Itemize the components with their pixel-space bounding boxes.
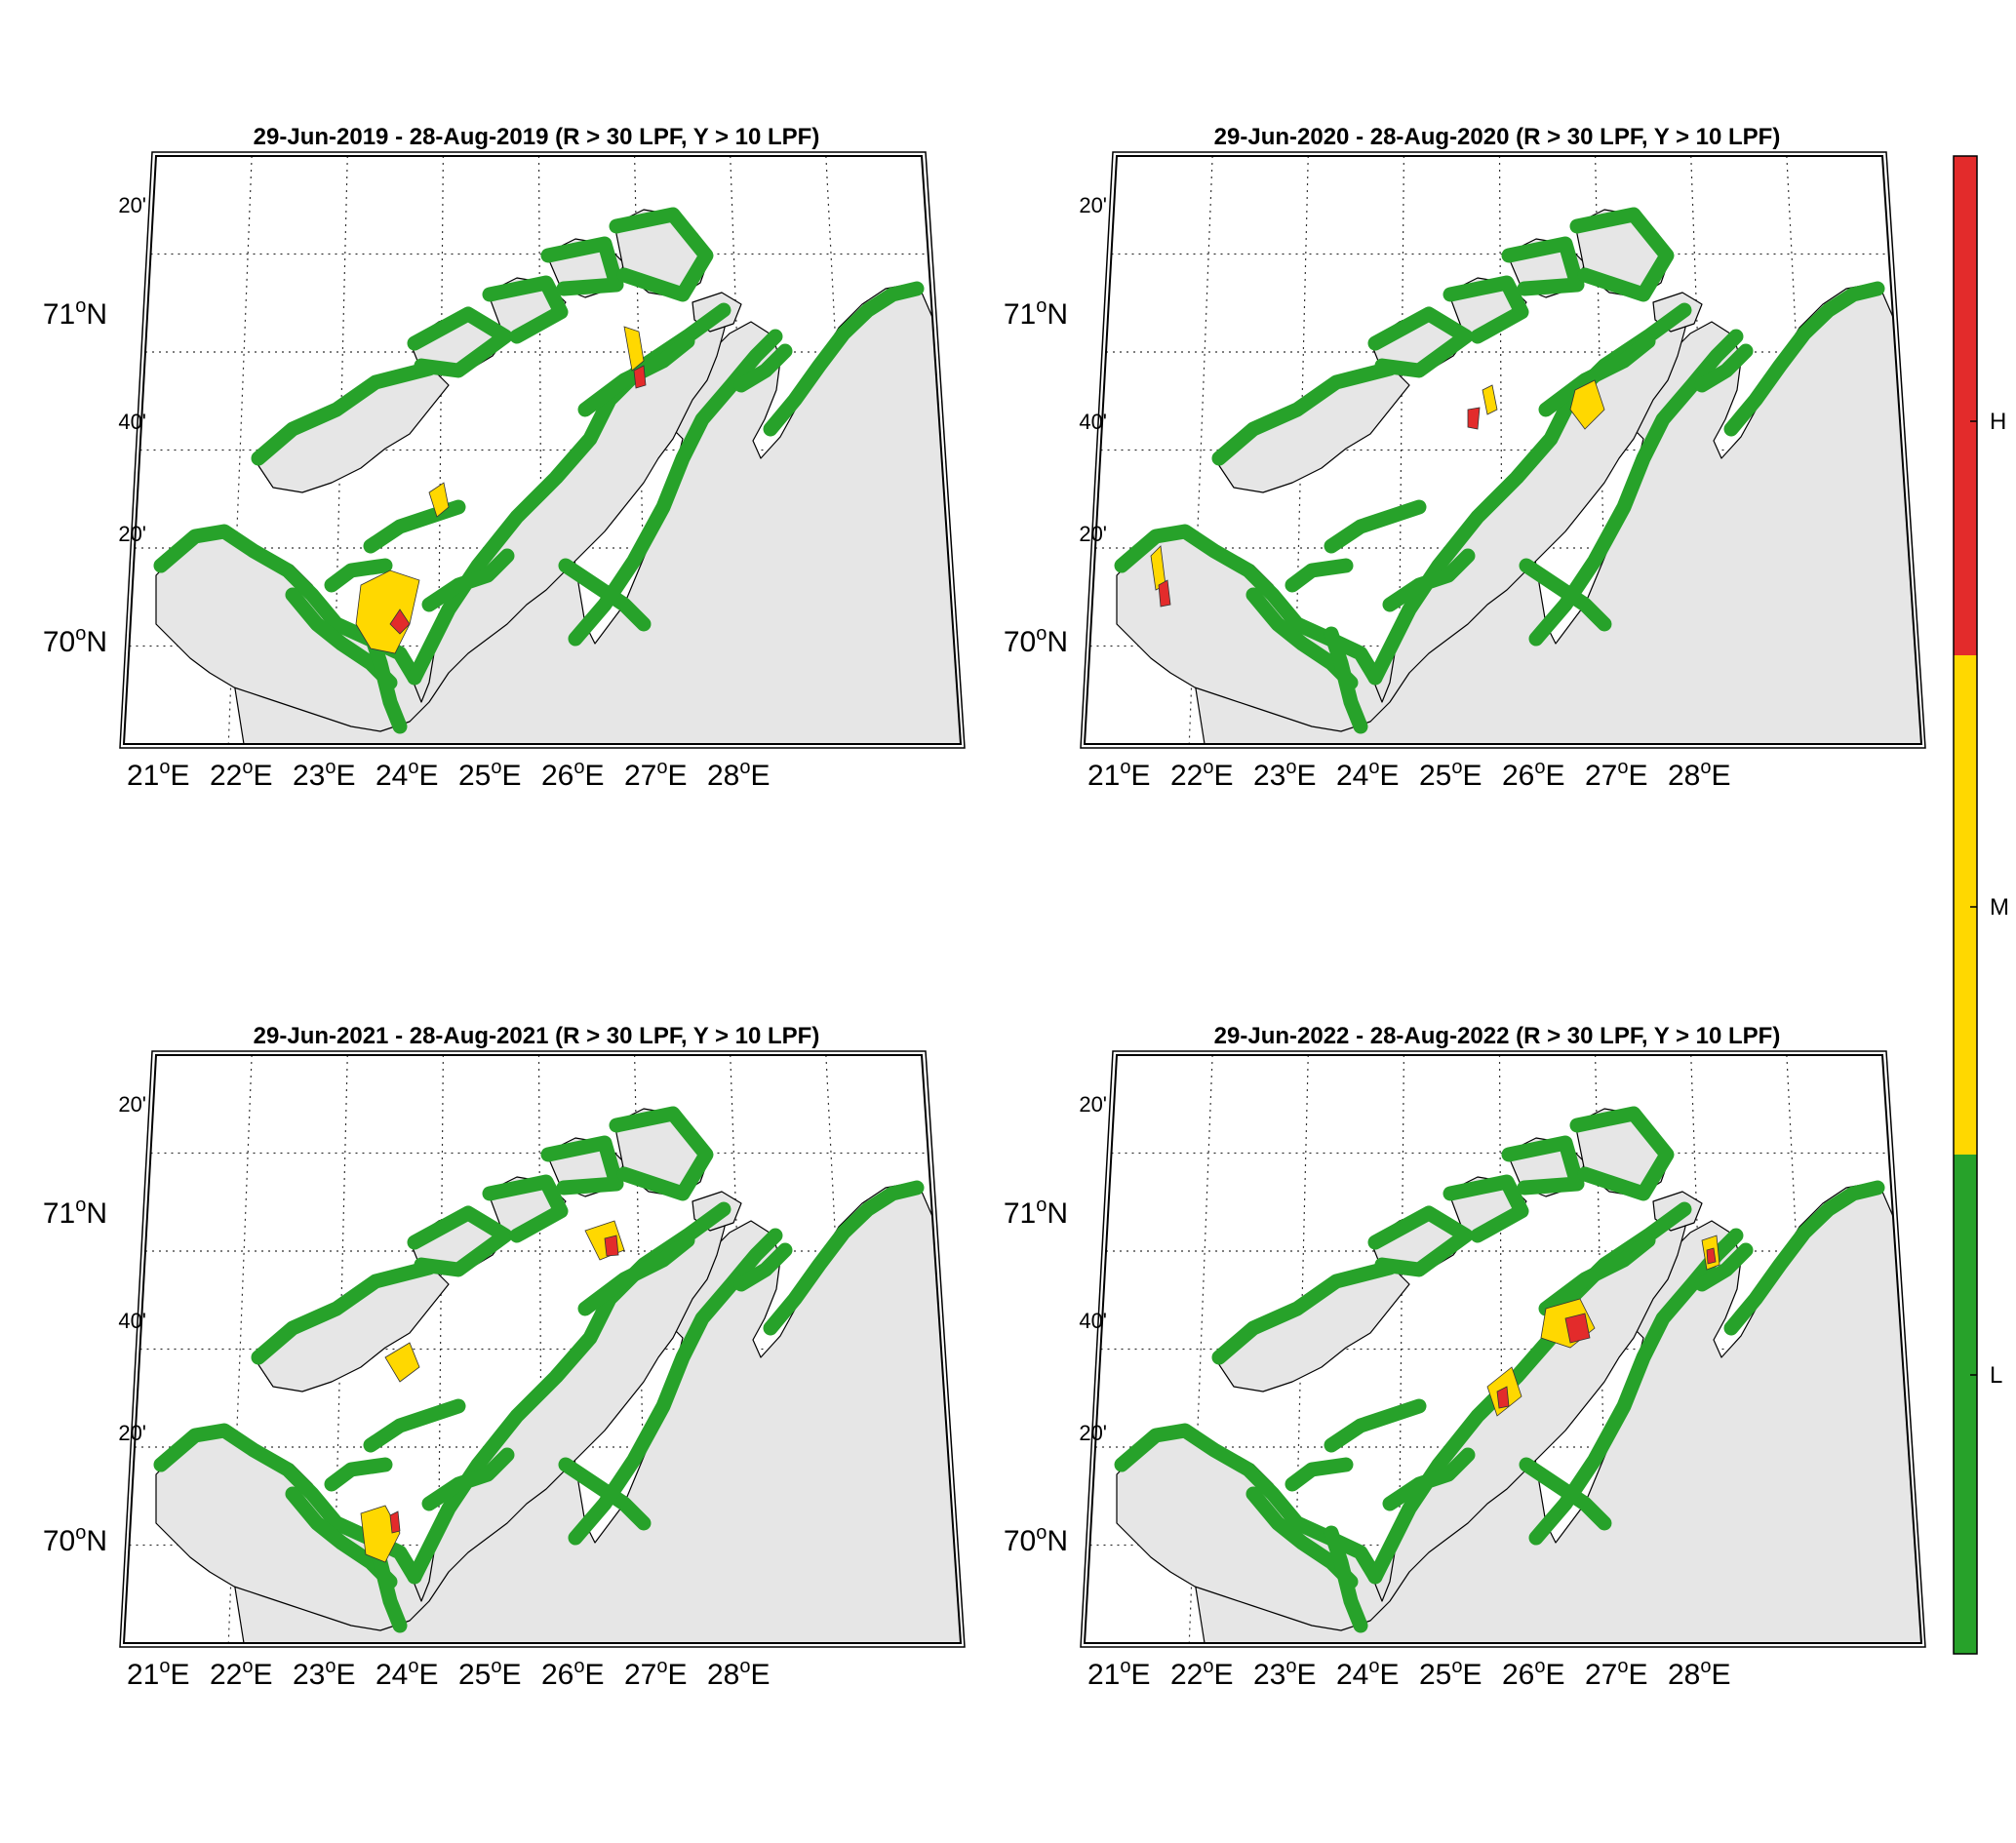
lat-label-2021: 71oN [43,1195,107,1230]
lon-label-2022: 26oE [1502,1656,1565,1691]
panel-title-2020: 29-Jun-2020 - 28-Aug-2020 (R > 30 LPF, Y… [1214,124,1781,150]
lat-minor-label-2019: 20' [118,193,146,217]
lon-label-2020: 21oE [1087,757,1151,792]
map-panel-2019: 29-Jun-2019 - 28-Aug-2019 (R > 30 LPF, Y… [43,124,966,792]
lon-label-2019: 28oE [707,757,771,792]
lon-label-2020: 24oE [1336,757,1400,792]
lat-minor-label-2019: 40' [118,410,146,434]
panel-title-2021: 29-Jun-2021 - 28-Aug-2021 (R > 30 LPF, Y… [254,1023,820,1049]
lat-minor-label-2021: 20' [118,1421,146,1445]
lon-label-2021: 25oE [458,1656,522,1691]
colorbar-label-h: H [1990,409,2006,435]
map-panel-2020: 29-Jun-2020 - 28-Aug-2020 (R > 30 LPF, Y… [1004,124,1926,792]
colorbar: H M L [1953,155,2009,1655]
lat-label-2019: 70oN [43,623,107,658]
lon-label-2019: 23oE [293,757,356,792]
panel-title-2019: 29-Jun-2019 - 28-Aug-2019 (R > 30 LPF, Y… [254,124,820,150]
lon-label-2020: 25oE [1419,757,1482,792]
lon-label-2019: 25oE [458,757,522,792]
panel-title-2022: 29-Jun-2022 - 28-Aug-2022 (R > 30 LPF, Y… [1214,1023,1781,1049]
lat-label-2022: 71oN [1004,1195,1068,1230]
lat-label-2021: 70oN [43,1522,107,1557]
map-body-2019: 21oE 22oE 23oE 24oE 25oE 26oE 27oE 28oE 71oN 70oN… [43,151,966,792]
lat-minor-label-2022: 20' [1079,1421,1107,1445]
lon-label-2020: 22oE [1170,757,1234,792]
lon-label-2020: 26oE [1502,757,1565,792]
map-body-2021: 21oE 22oE 23oE 24oE 25oE 26oE 27oE 28oE 71oN 70oN… [43,1050,966,1691]
lat-label-2019: 71oN [43,295,107,331]
lon-label-2019: 24oE [376,757,439,792]
lon-label-2020: 28oE [1668,757,1731,792]
colorbar-frame [1953,155,1978,1655]
lon-label-2021: 26oE [541,1656,605,1691]
lat-minor-label-2021: 20' [118,1092,146,1117]
zones-elevated-2019 [355,326,647,654]
lat-label-2020: 70oN [1004,623,1068,658]
lon-label-2022: 27oE [1585,1656,1648,1691]
lon-label-2021: 28oE [707,1656,771,1691]
lat-minor-label-2022: 20' [1079,1092,1107,1117]
lat-label-2022: 70oN [1004,1522,1068,1557]
lon-label-2022: 22oE [1170,1656,1234,1691]
map-panel-2022: 29-Jun-2022 - 28-Aug-2022 (R > 30 LPF, Y… [1004,1023,1926,1691]
zones-elevated-2022 [1486,1235,1720,1417]
zones-low-2021 [153,1106,925,1633]
lat-minor-label-2020: 40' [1079,410,1107,434]
lat-minor-label-2021: 40' [118,1309,146,1333]
lon-label-2021: 24oE [376,1656,439,1691]
lon-label-2020: 27oE [1585,757,1648,792]
colorbar-label-l: L [1990,1362,2002,1389]
lon-label-2020: 23oE [1253,757,1317,792]
zones-elevated-2021 [360,1220,625,1563]
lon-label-2022: 23oE [1253,1656,1317,1691]
lon-label-2021: 27oE [624,1656,688,1691]
lon-label-2019: 27oE [624,757,688,792]
map-panel-2021: 29-Jun-2021 - 28-Aug-2021 (R > 30 LPF, Y… [43,1023,966,1691]
lon-label-2022: 24oE [1336,1656,1400,1691]
colorbar-segment-l [1954,1155,1977,1654]
lon-label-2021: 21oE [127,1656,190,1691]
zones-low-2020 [1114,207,1885,734]
colorbar-segment-h [1954,156,1977,655]
lon-label-2022: 28oE [1668,1656,1731,1691]
lon-label-2021: 23oE [293,1656,356,1691]
lon-label-2021: 22oE [210,1656,273,1691]
map-body-2022: 21oE 22oE 23oE 24oE 25oE 26oE 27oE 28oE 71oN 70oN… [1004,1050,1926,1691]
lat-minor-label-2020: 20' [1079,193,1107,217]
lon-label-2022: 21oE [1087,1656,1151,1691]
map-body-2020: 21oE 22oE 23oE 24oE 25oE 26oE 27oE 28oE 71oN 70oN… [1004,151,1926,792]
lon-label-2019: 22oE [210,757,273,792]
lon-label-2019: 26oE [541,757,605,792]
zones-elevated-2020 [1150,379,1605,608]
lat-minor-label-2019: 20' [118,522,146,546]
colorbar-label-m: M [1990,894,2009,921]
lon-label-2022: 25oE [1419,1656,1482,1691]
colorbar-segment-m [1954,655,1977,1155]
lat-minor-label-2022: 40' [1079,1309,1107,1333]
lon-label-2019: 21oE [127,757,190,792]
lat-minor-label-2020: 20' [1079,522,1107,546]
lat-label-2020: 71oN [1004,295,1068,331]
